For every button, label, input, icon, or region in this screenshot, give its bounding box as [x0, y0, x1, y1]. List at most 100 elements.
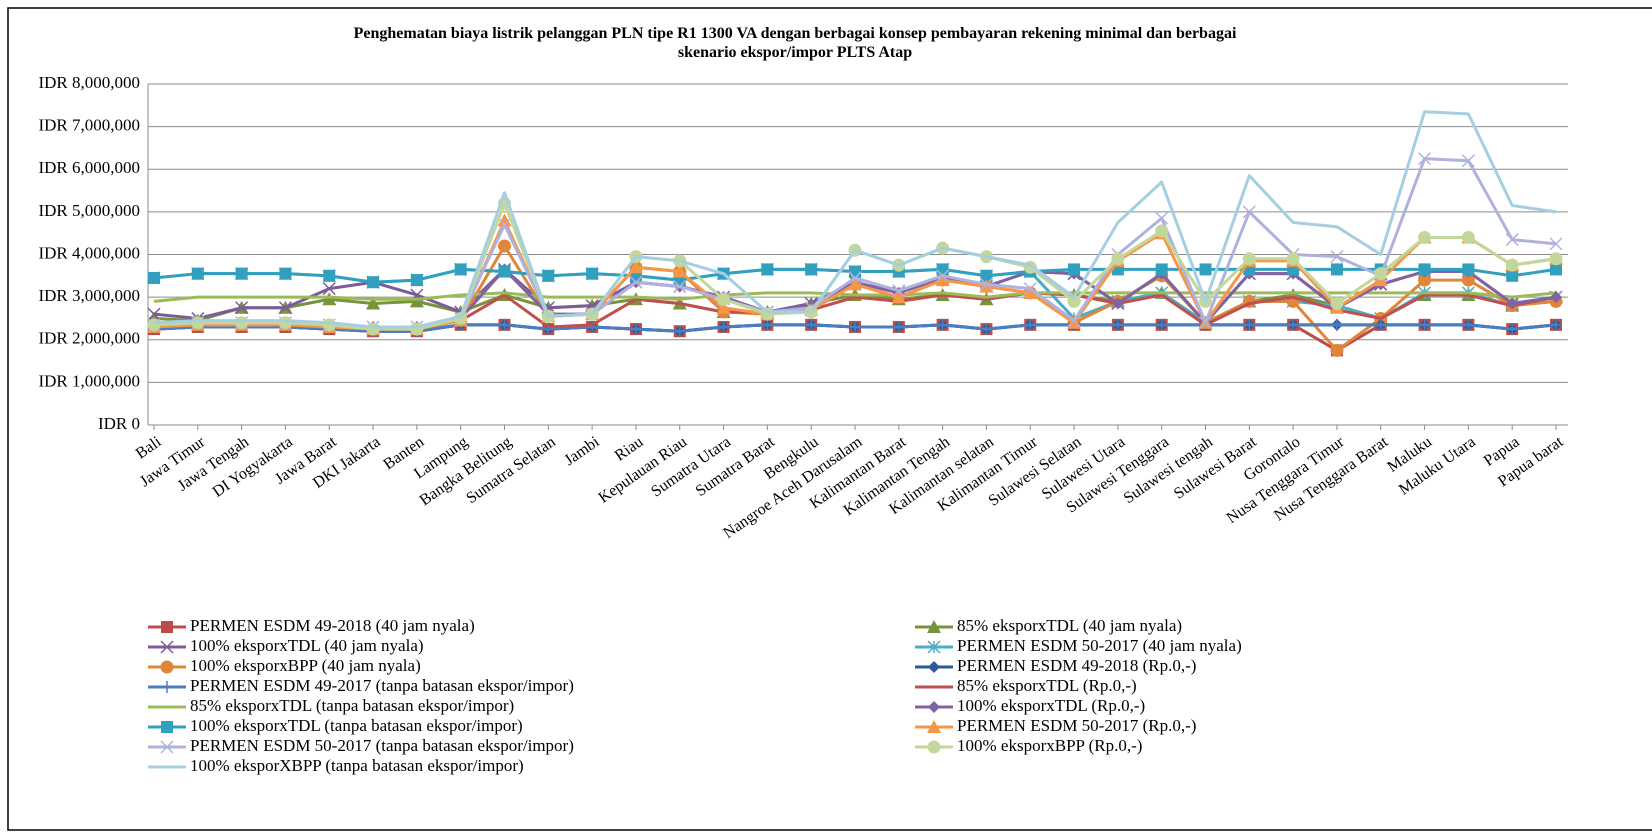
marker [235, 301, 249, 315]
marker [161, 681, 173, 693]
marker [366, 322, 380, 336]
marker [1287, 318, 1300, 331]
y-tick-label: IDR 6,000,000 [38, 158, 140, 177]
marker [1155, 211, 1169, 225]
marker [1111, 252, 1125, 266]
marker [1023, 282, 1037, 296]
marker [848, 271, 862, 285]
marker [191, 316, 205, 330]
legend-label: 100% eksporxTDL (40 jam nyala) [190, 636, 424, 655]
legend-label: 85% eksporxTDL (Rp.0,-) [957, 676, 1137, 695]
chart-title: Penghematan biaya listrik pelanggan PLN … [353, 25, 1237, 61]
marker [927, 720, 941, 733]
marker [1461, 154, 1475, 168]
marker [1461, 273, 1475, 287]
marker [935, 273, 950, 287]
marker [1243, 318, 1256, 331]
marker [1506, 323, 1519, 336]
marker [454, 311, 468, 325]
marker [673, 279, 687, 293]
marker [805, 318, 818, 331]
marker [1155, 318, 1168, 331]
legend-label: PERMEN ESDM 49-2017 (tanpa batasan ekspo… [190, 676, 574, 695]
marker [323, 269, 336, 282]
marker [936, 318, 949, 331]
marker [1462, 318, 1475, 331]
marker [979, 277, 993, 291]
marker [1461, 230, 1475, 244]
marker [1549, 237, 1563, 251]
y-tick-label: IDR 4,000,000 [38, 243, 140, 262]
marker [1242, 252, 1256, 266]
marker [761, 263, 774, 276]
marker [1199, 263, 1212, 276]
marker [366, 296, 381, 310]
marker [936, 269, 950, 283]
marker [161, 621, 173, 633]
marker [1506, 269, 1519, 282]
marker [497, 218, 512, 232]
series-layer [147, 110, 1563, 357]
marker [892, 320, 905, 333]
marker [1505, 258, 1519, 272]
legend-label: PERMEN ESDM 50-2017 (tanpa batasan ekspo… [190, 736, 574, 755]
marker [1374, 267, 1388, 281]
chart-frame [7, 7, 1652, 831]
marker [805, 263, 818, 276]
marker [147, 307, 161, 321]
marker [1330, 318, 1343, 331]
y-tick-label: IDR 1,000,000 [38, 371, 140, 390]
series-line [153, 110, 1557, 329]
marker [1111, 297, 1124, 310]
marker [409, 294, 424, 308]
marker [927, 620, 941, 633]
marker [498, 318, 511, 331]
marker [542, 323, 555, 336]
marker [1418, 263, 1431, 276]
marker [848, 277, 862, 291]
marker [160, 660, 174, 674]
legend-label: 100% eksporXBPP (tanpa batasan ekspor/im… [190, 756, 524, 775]
y-tick-label: IDR 8,000,000 [38, 73, 140, 92]
marker [1024, 318, 1037, 331]
marker [279, 267, 292, 280]
marker [1418, 318, 1431, 331]
marker [278, 301, 292, 315]
marker [1550, 263, 1562, 276]
marker [1550, 318, 1562, 331]
y-tick-label: IDR 5,000,000 [38, 201, 140, 220]
marker [235, 267, 248, 280]
y-tick-label: IDR 7,000,000 [38, 116, 140, 135]
marker [322, 282, 336, 296]
marker [928, 701, 940, 713]
marker [928, 661, 940, 673]
marker [1155, 263, 1168, 276]
marker [761, 318, 774, 331]
marker [498, 265, 511, 278]
marker [1505, 233, 1519, 247]
marker [367, 276, 380, 289]
marker [1067, 314, 1081, 328]
marker [1550, 291, 1562, 304]
legend-label: PERMEN ESDM 50-2017 (Rp.0,-) [957, 716, 1196, 735]
marker [1023, 285, 1038, 299]
marker [148, 271, 160, 284]
legend-label: PERMEN ESDM 49-2018 (40 jam nyala) [190, 616, 475, 635]
y-tick-label: IDR 3,000,000 [38, 286, 140, 305]
marker [1111, 318, 1124, 331]
marker [927, 640, 941, 654]
marker [586, 320, 599, 333]
marker [979, 279, 994, 293]
marker [1330, 263, 1343, 276]
legend-label: 100% eksporxBPP (Rp.0,-) [957, 736, 1142, 755]
marker [1330, 250, 1344, 264]
marker [1067, 294, 1081, 308]
marker [1330, 343, 1344, 357]
marker [1549, 252, 1563, 266]
marker [147, 318, 161, 332]
legend-label: 100% eksporxTDL (tanpa batasan ekspor/im… [190, 716, 523, 735]
marker [980, 269, 993, 282]
marker [927, 740, 941, 754]
